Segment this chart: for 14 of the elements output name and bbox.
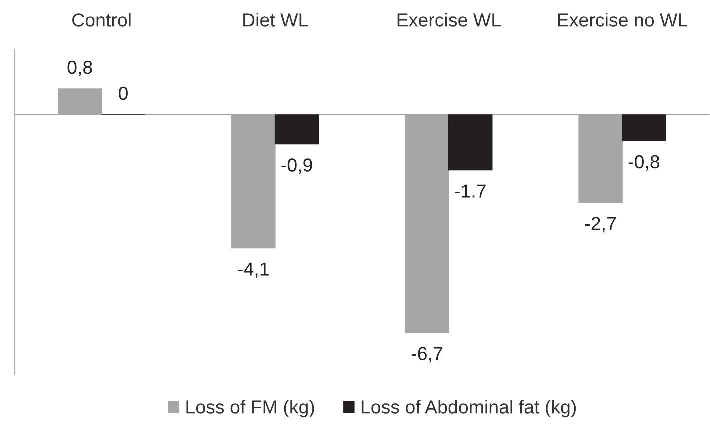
data-label: -0,9: [282, 158, 312, 174]
data-label: -0,8: [628, 155, 660, 171]
data-label: -1.7: [455, 184, 486, 198]
legend-label: Loss of FM (kg): [186, 400, 314, 418]
data-label: -6,7: [412, 347, 442, 363]
data-label: -2,7: [585, 217, 616, 233]
data-label: 0: [119, 86, 128, 100]
data-label: -4,1: [238, 262, 269, 278]
x-tick-label: Exercise no WL: [558, 13, 688, 27]
x-tick-label: Exercise WL: [398, 13, 501, 27]
x-tick-label: Control: [72, 13, 131, 27]
x-tick-label: Diet WL: [244, 13, 308, 27]
data-label: 0,8: [68, 60, 92, 76]
legend-label: Loss of Abdominal fat (kg): [362, 400, 576, 418]
